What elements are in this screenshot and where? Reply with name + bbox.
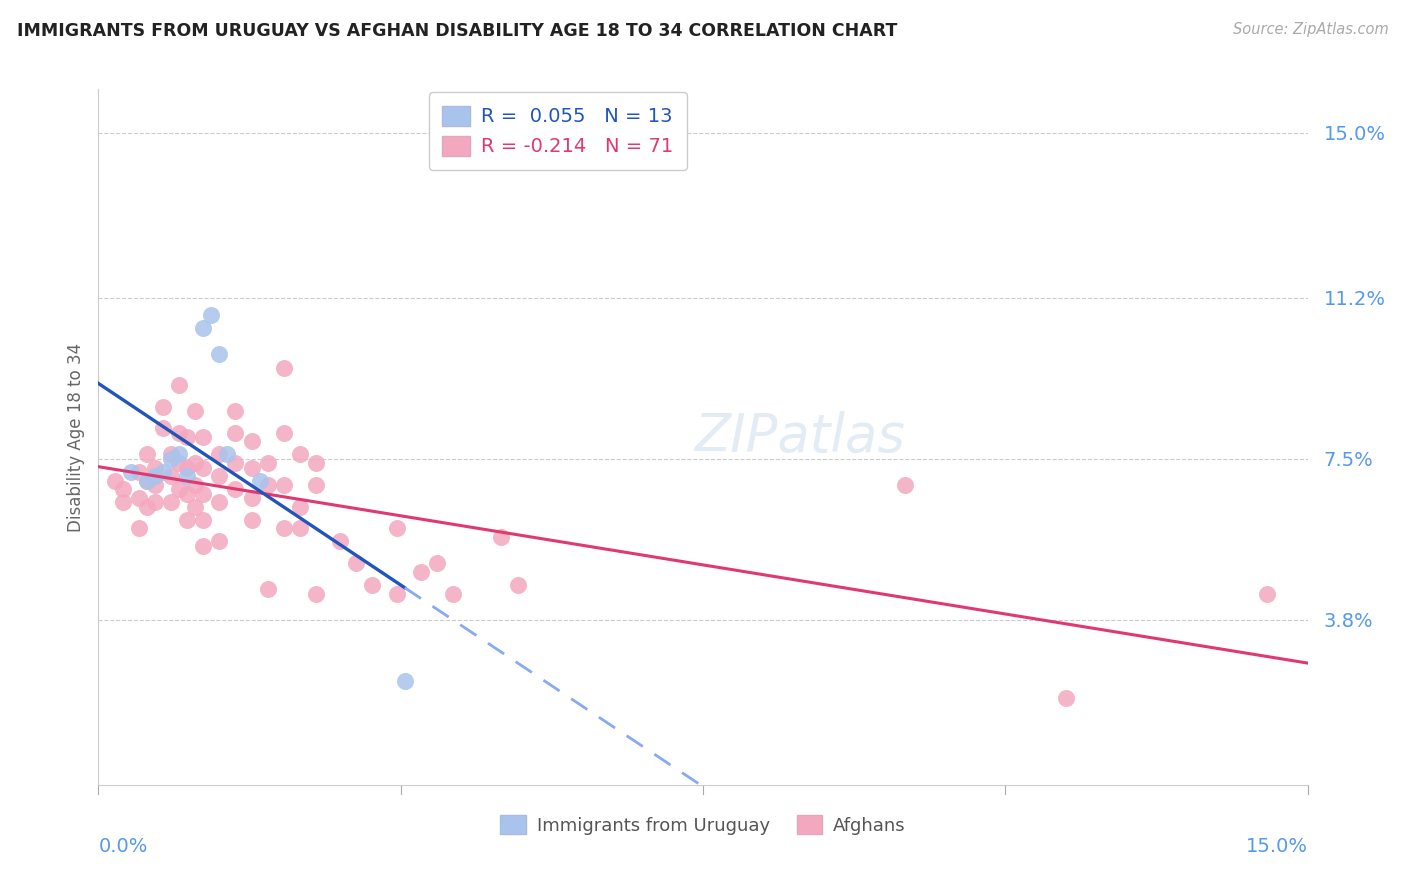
Point xyxy=(426,556,449,570)
Point xyxy=(143,469,166,483)
Point xyxy=(167,482,190,496)
Point xyxy=(193,486,215,500)
Point xyxy=(128,491,150,505)
Point xyxy=(143,460,166,475)
Point xyxy=(506,578,529,592)
Point xyxy=(208,534,231,549)
Point xyxy=(893,478,915,492)
Y-axis label: Disability Age 18 to 34: Disability Age 18 to 34 xyxy=(66,343,84,532)
Point xyxy=(160,451,183,466)
Point xyxy=(1054,690,1077,705)
Text: Source: ZipAtlas.com: Source: ZipAtlas.com xyxy=(1233,22,1389,37)
Point xyxy=(224,404,246,418)
Point xyxy=(152,465,174,479)
Point xyxy=(120,465,142,479)
Point xyxy=(288,447,311,462)
Point xyxy=(224,456,246,470)
Point xyxy=(200,308,222,322)
Point xyxy=(329,534,352,549)
Point xyxy=(193,539,215,553)
Point xyxy=(305,456,328,470)
Point xyxy=(256,456,278,470)
Point xyxy=(176,513,198,527)
Point xyxy=(217,447,239,462)
Point xyxy=(103,474,125,488)
Point xyxy=(184,456,207,470)
Point xyxy=(361,578,384,592)
Point xyxy=(135,474,157,488)
Point xyxy=(208,447,231,462)
Point xyxy=(385,521,408,535)
Point xyxy=(256,582,278,597)
Point xyxy=(176,469,198,483)
Point xyxy=(240,513,263,527)
Point xyxy=(491,530,513,544)
Point xyxy=(344,556,367,570)
Point xyxy=(288,500,311,514)
Point xyxy=(135,474,157,488)
Point xyxy=(167,378,190,392)
Point xyxy=(305,478,328,492)
Point xyxy=(176,486,198,500)
Point xyxy=(143,495,166,509)
Point xyxy=(160,447,183,462)
Point xyxy=(256,478,278,492)
Point xyxy=(160,469,183,483)
Point xyxy=(441,587,464,601)
Point xyxy=(193,513,215,527)
Point xyxy=(128,465,150,479)
Point xyxy=(208,495,231,509)
Point xyxy=(273,478,295,492)
Legend: Immigrants from Uruguay, Afghans: Immigrants from Uruguay, Afghans xyxy=(494,808,912,842)
Point xyxy=(193,460,215,475)
Point xyxy=(184,500,207,514)
Point xyxy=(184,404,207,418)
Point xyxy=(1256,587,1278,601)
Point xyxy=(385,587,408,601)
Point xyxy=(273,425,295,440)
Point xyxy=(135,447,157,462)
Point xyxy=(240,460,263,475)
Point xyxy=(176,430,198,444)
Point xyxy=(184,478,207,492)
Point xyxy=(167,447,190,462)
Text: 15.0%: 15.0% xyxy=(1246,837,1308,856)
Point xyxy=(305,587,328,601)
Point xyxy=(249,474,271,488)
Text: IMMIGRANTS FROM URUGUAY VS AFGHAN DISABILITY AGE 18 TO 34 CORRELATION CHART: IMMIGRANTS FROM URUGUAY VS AFGHAN DISABI… xyxy=(17,22,897,40)
Text: ZIPatlas: ZIPatlas xyxy=(695,411,905,463)
Point xyxy=(135,500,157,514)
Point xyxy=(240,491,263,505)
Point xyxy=(224,425,246,440)
Point xyxy=(394,673,416,688)
Point xyxy=(193,321,215,335)
Point xyxy=(273,521,295,535)
Point xyxy=(224,482,246,496)
Point xyxy=(167,456,190,470)
Point xyxy=(208,347,231,361)
Point xyxy=(143,478,166,492)
Point xyxy=(111,495,134,509)
Point xyxy=(273,360,295,375)
Point xyxy=(152,421,174,435)
Point xyxy=(111,482,134,496)
Point xyxy=(240,434,263,449)
Point xyxy=(176,460,198,475)
Point xyxy=(167,425,190,440)
Point xyxy=(409,565,432,579)
Point xyxy=(128,521,150,535)
Text: 0.0%: 0.0% xyxy=(98,837,148,856)
Point xyxy=(160,495,183,509)
Point xyxy=(208,469,231,483)
Point xyxy=(193,430,215,444)
Point xyxy=(152,400,174,414)
Point xyxy=(288,521,311,535)
